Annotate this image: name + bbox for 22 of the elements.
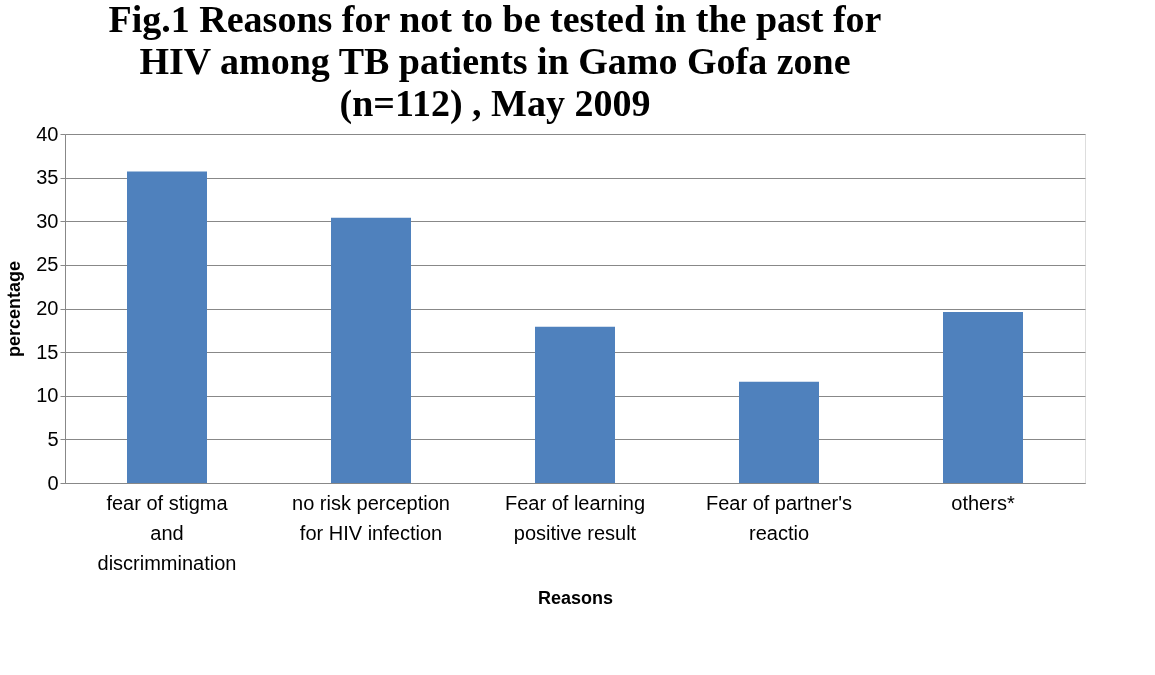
y-tick-label: 40 xyxy=(36,122,59,145)
x-tick-label: Fear of partner's reactio xyxy=(705,491,853,544)
bar xyxy=(331,217,411,483)
y-tick-label: 20 xyxy=(36,297,59,319)
bar xyxy=(739,381,819,483)
x-tick-label: fear of stigma and discrimmination xyxy=(97,491,237,574)
y-tick-label: 10 xyxy=(36,384,59,407)
y-tick-label: 5 xyxy=(47,427,59,450)
x-tick-label: others* xyxy=(951,491,1015,514)
y-tick-label: 35 xyxy=(36,166,59,189)
y-tick-label: 0 xyxy=(47,471,59,494)
x-tick-label: Fear of learning positive result xyxy=(504,491,646,544)
y-tick-label: 30 xyxy=(36,209,59,232)
x-tick-label: no risk perception for HIV infection xyxy=(292,491,450,544)
bar xyxy=(943,311,1023,483)
bar xyxy=(127,171,207,483)
y-tick-label: 25 xyxy=(36,253,59,276)
x-axis-title: Reasons xyxy=(537,587,614,608)
y-tick-label: 15 xyxy=(36,340,59,363)
chart-title: Fig.1 Reasons for not to be tested in the past for HIV among TB patients in Gamo Gofa zone (n=112) , May 2009 xyxy=(108,0,882,125)
bar xyxy=(535,326,615,483)
y-axis-title: percentage xyxy=(4,260,25,358)
